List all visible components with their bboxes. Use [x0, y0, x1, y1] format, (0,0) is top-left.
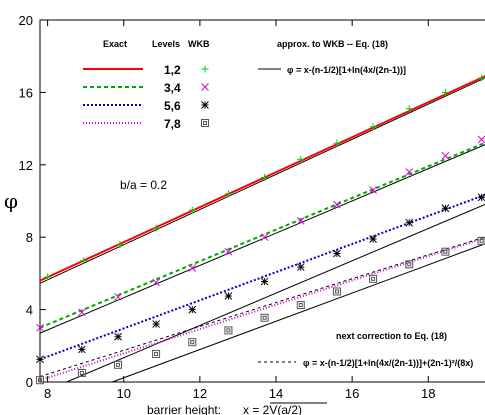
exact-line-3-4 [39, 141, 485, 329]
wkb-point [333, 249, 341, 258]
ratio-annotation: b/a = 0.2 [120, 178, 167, 192]
wkb-point [114, 360, 123, 369]
exact-line-5-6 [39, 193, 485, 361]
wkb-point [441, 204, 450, 213]
wkb-point [296, 301, 305, 310]
wkb-point [152, 349, 161, 358]
wkb-point [477, 135, 485, 144]
wkb-point [405, 105, 413, 113]
wkb-point [260, 277, 269, 286]
approx-formula: φ = x-(n-1/2)[1+ln(4x/(2n-1))] [287, 65, 406, 75]
wkb-point [405, 260, 414, 269]
approx-line [39, 144, 485, 334]
legend-marker [201, 119, 209, 127]
y-tick-label: 0 [26, 375, 33, 390]
exact-line-7-8 [39, 236, 485, 382]
legend-marker [201, 65, 209, 73]
tick-labels: 8 10 12 14 16 18 0 4 8 12 16 20 [19, 13, 436, 401]
x-tick-label: 10 [117, 386, 131, 401]
plot-frame [39, 19, 485, 383]
next-correction-title: next correction to Eq. (18) [336, 331, 447, 341]
wkb-point [441, 151, 450, 160]
wkb-point [188, 338, 197, 347]
wkb-point [188, 264, 197, 272]
wkb-point [36, 323, 44, 332]
next-correction-formula: φ = x-(n-1/2)[1+ln(4x/(2n-1))]+(2n-1)²/(… [303, 358, 473, 368]
wkb-point [261, 173, 269, 181]
wkb-point [477, 236, 485, 245]
wkb-point [152, 320, 160, 328]
wkb-point [44, 273, 52, 281]
wkb-point [224, 190, 232, 198]
y-tick-label: 8 [26, 230, 33, 245]
legend-marker [201, 101, 209, 109]
legend-level-label: 7,8 [164, 117, 181, 131]
wkb-point [80, 257, 88, 265]
next-correction-line [39, 236, 485, 378]
legend-header-exact: Exact [103, 39, 127, 49]
y-tick-label: 20 [19, 13, 33, 28]
x-tick-label: 14 [269, 386, 283, 401]
x-axis-formula: x = 2V(a/2) [243, 403, 302, 415]
wkb-point [405, 218, 414, 227]
wkb-point [441, 247, 450, 256]
wkb-point [333, 200, 341, 209]
exact-line-1-2 [39, 75, 485, 282]
approx-line [39, 77, 485, 284]
wkb-point [296, 263, 305, 271]
x-tick-label: 16 [345, 386, 359, 401]
wkb-point [297, 155, 305, 163]
wkb-point [224, 292, 233, 300]
wkb-point [369, 274, 378, 283]
legend-level-label: 3,4 [164, 81, 181, 95]
wkb-point [114, 293, 122, 301]
axis-ticks [40, 19, 429, 383]
wkb-point [332, 287, 341, 296]
wkb-point [116, 240, 124, 248]
wkb-point [260, 313, 269, 322]
x-axis-label: barrier height: [147, 403, 221, 415]
wkb-point [477, 193, 485, 202]
wkb-point [36, 355, 44, 364]
wkb-point [260, 233, 269, 242]
wkb-point [78, 308, 86, 317]
y-tick-label: 4 [26, 303, 33, 318]
wkb-point [36, 376, 44, 385]
wkb-point [77, 368, 86, 377]
wkb-markers [36, 74, 485, 385]
approx-line [112, 243, 485, 383]
y-tick-label: 16 [19, 85, 33, 100]
wkb-point [296, 217, 305, 225]
wkb-point [152, 278, 160, 287]
wkb-point [478, 74, 485, 82]
wkb-point [369, 123, 377, 131]
wkb-point [188, 305, 197, 314]
approx-title: approx. to WKB -- Eq. (18) [277, 39, 388, 49]
wkb-point [114, 332, 122, 341]
legend-level-label: 5,6 [164, 99, 181, 113]
approx-line [66, 203, 485, 383]
x-tick-label: 18 [421, 386, 435, 401]
y-axis-label: φ [4, 189, 18, 213]
series-lines [39, 75, 485, 383]
wkb-point [405, 168, 414, 176]
wkb-point [369, 235, 377, 243]
y-tick-label: 12 [19, 158, 33, 173]
legend-marker [201, 83, 209, 91]
wkb-point [369, 186, 377, 194]
wkb-point [333, 139, 341, 147]
wkb-point [188, 206, 196, 214]
wkb-point [441, 88, 449, 96]
legend-header-wkb: WKB [188, 39, 210, 49]
legend-level-label: 1,2 [164, 63, 181, 77]
x-tick-label: 12 [193, 386, 207, 401]
x-tick-label: 8 [44, 386, 51, 401]
wkb-point [152, 224, 160, 232]
legend-header-levels: Levels [152, 39, 180, 49]
wkb-point [224, 247, 233, 256]
wkb-point [224, 326, 233, 335]
legend-series: 1,2 3,4 5,6 7,8 [83, 63, 209, 131]
wkb-point [78, 345, 86, 354]
